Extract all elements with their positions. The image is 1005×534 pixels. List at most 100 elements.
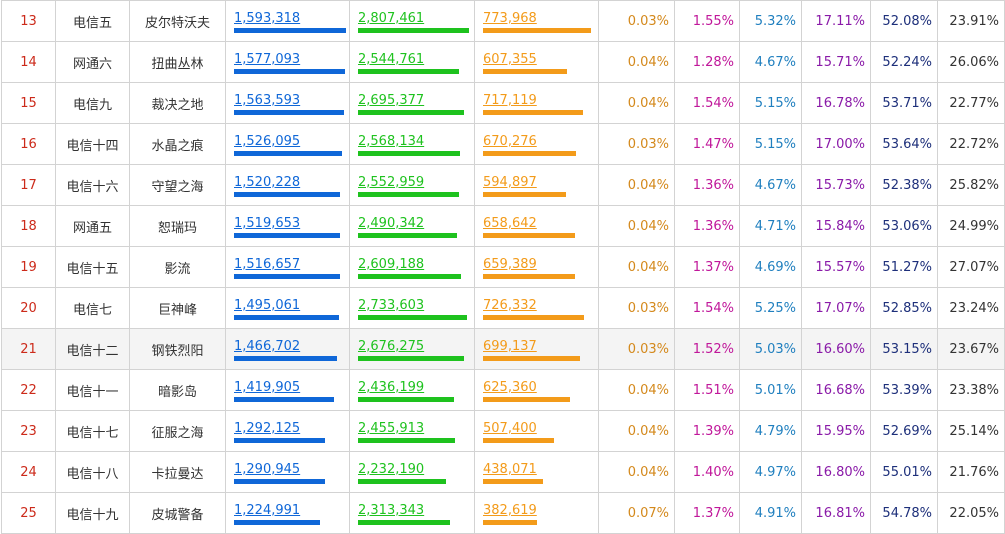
stat-2-bar [358, 356, 464, 361]
stat-1-value: 1,292,125 [234, 421, 301, 436]
percent-5-cell: 53.64% [870, 123, 938, 165]
stat-2-value: 2,455,913 [358, 421, 425, 436]
percent-6-cell: 25.82% [937, 164, 1005, 206]
percent-1-cell: 0.03% [598, 328, 675, 370]
percent-1-cell: 0.04% [598, 246, 675, 288]
stat-3-bar [483, 520, 537, 525]
stat-2-bar [358, 274, 461, 279]
percent-4-cell: 15.95% [801, 410, 871, 452]
percent-5-cell: 52.38% [870, 164, 938, 206]
stat-1-cell: 1,520,228 [225, 164, 350, 206]
stat-3-cell: 670,276 [474, 123, 599, 165]
stat-1-cell: 1,495,061 [225, 287, 350, 329]
percent-1-cell: 0.04% [598, 451, 675, 493]
percent-3-cell: 4.67% [739, 41, 802, 83]
rank-cell: 23 [1, 410, 56, 452]
percent-5-cell: 53.39% [870, 369, 938, 411]
percent-6-cell: 22.05% [937, 492, 1005, 534]
percent-4-cell: 15.57% [801, 246, 871, 288]
name-cell: 影流 [129, 246, 226, 288]
server-cell: 电信十六 [55, 164, 130, 206]
percent-1-cell: 0.04% [598, 164, 675, 206]
stat-1-value: 1,593,318 [234, 11, 301, 26]
stat-1-value: 1,526,095 [234, 134, 301, 149]
stat-3-value: 726,332 [483, 298, 537, 313]
stat-2-bar [358, 438, 455, 443]
stat-2-bar [358, 110, 464, 115]
stat-3-cell: 659,389 [474, 246, 599, 288]
stat-2-cell: 2,676,275 [349, 328, 475, 370]
percent-3-cell: 4.97% [739, 451, 802, 493]
stat-2-cell: 2,490,342 [349, 205, 475, 247]
stat-3-value: 773,968 [483, 11, 537, 26]
stat-3-bar [483, 479, 543, 484]
percent-3-cell: 4.71% [739, 205, 802, 247]
stat-3-bar [483, 69, 567, 74]
server-cell: 网通六 [55, 41, 130, 83]
stat-1-cell: 1,577,093 [225, 41, 350, 83]
percent-4-cell: 16.60% [801, 328, 871, 370]
percent-6-cell: 21.76% [937, 451, 1005, 493]
stat-1-value: 1,563,593 [234, 93, 301, 108]
stat-3-cell: 594,897 [474, 164, 599, 206]
stat-1-value: 1,520,228 [234, 175, 301, 190]
stat-3-bar [483, 28, 591, 33]
percent-4-cell: 16.81% [801, 492, 871, 534]
stat-1-bar [234, 110, 344, 115]
stat-3-bar [483, 397, 570, 402]
stat-1-cell: 1,466,702 [225, 328, 350, 370]
percent-4-cell: 15.84% [801, 205, 871, 247]
percent-6-cell: 23.38% [937, 369, 1005, 411]
stat-3-bar [483, 192, 566, 197]
rank-cell: 19 [1, 246, 56, 288]
stat-3-cell: 717,119 [474, 82, 599, 124]
stat-2-cell: 2,733,603 [349, 287, 475, 329]
table-row: 17 电信十六 守望之海 1,520,228 2,552,959 594,897 0.04%… [1, 164, 1005, 206]
table-row: 21 电信十二 钢铁烈阳 1,466,702 2,676,275 699,137 0.03%… [1, 328, 1005, 370]
table-row: 15 电信九 裁决之地 1,563,593 2,695,377 717,119 0.04% 1… [1, 82, 1005, 124]
server-cell: 电信十九 [55, 492, 130, 534]
stat-2-cell: 2,807,461 [349, 0, 475, 42]
percent-5-cell: 55.01% [870, 451, 938, 493]
stat-1-cell: 1,516,657 [225, 246, 350, 288]
name-cell: 恕瑞玛 [129, 205, 226, 247]
percent-3-cell: 5.15% [739, 82, 802, 124]
stat-3-value: 382,619 [483, 503, 537, 518]
stat-2-bar [358, 479, 446, 484]
stat-1-cell: 1,224,991 [225, 492, 350, 534]
stat-2-value: 2,676,275 [358, 339, 425, 354]
stat-2-value: 2,733,603 [358, 298, 425, 313]
percent-3-cell: 4.91% [739, 492, 802, 534]
stat-1-bar [234, 69, 345, 74]
stat-1-bar [234, 438, 325, 443]
stat-2-bar [358, 397, 454, 402]
stat-2-value: 2,568,134 [358, 134, 425, 149]
stat-2-cell: 2,695,377 [349, 82, 475, 124]
percent-4-cell: 15.73% [801, 164, 871, 206]
table-row: 24 电信十八 卡拉曼达 1,290,945 2,232,190 438,071 0.04%… [1, 451, 1005, 493]
name-cell: 巨神峰 [129, 287, 226, 329]
percent-6-cell: 23.24% [937, 287, 1005, 329]
server-cell: 网通五 [55, 205, 130, 247]
rank-cell: 20 [1, 287, 56, 329]
stat-1-value: 1,224,991 [234, 503, 301, 518]
percent-4-cell: 17.07% [801, 287, 871, 329]
table-row: 23 电信十七 征服之海 1,292,125 2,455,913 507,400 0.04%… [1, 410, 1005, 452]
percent-2-cell: 1.47% [674, 123, 740, 165]
stat-3-value: 607,355 [483, 52, 537, 67]
stat-3-value: 594,897 [483, 175, 537, 190]
name-cell: 卡拉曼达 [129, 451, 226, 493]
percent-5-cell: 53.15% [870, 328, 938, 370]
percent-6-cell: 24.99% [937, 205, 1005, 247]
stat-3-cell: 625,360 [474, 369, 599, 411]
stat-3-cell: 438,071 [474, 451, 599, 493]
rank-cell: 16 [1, 123, 56, 165]
stat-2-bar [358, 520, 450, 525]
stat-1-bar [234, 233, 340, 238]
stat-2-value: 2,490,342 [358, 216, 425, 231]
rank-cell: 25 [1, 492, 56, 534]
percent-2-cell: 1.54% [674, 287, 740, 329]
table-row: 13 电信五 皮尔特沃夫 1,593,318 2,807,461 773,968 0.03%… [1, 0, 1005, 42]
percent-5-cell: 52.08% [870, 0, 938, 42]
stat-2-value: 2,609,188 [358, 257, 425, 272]
